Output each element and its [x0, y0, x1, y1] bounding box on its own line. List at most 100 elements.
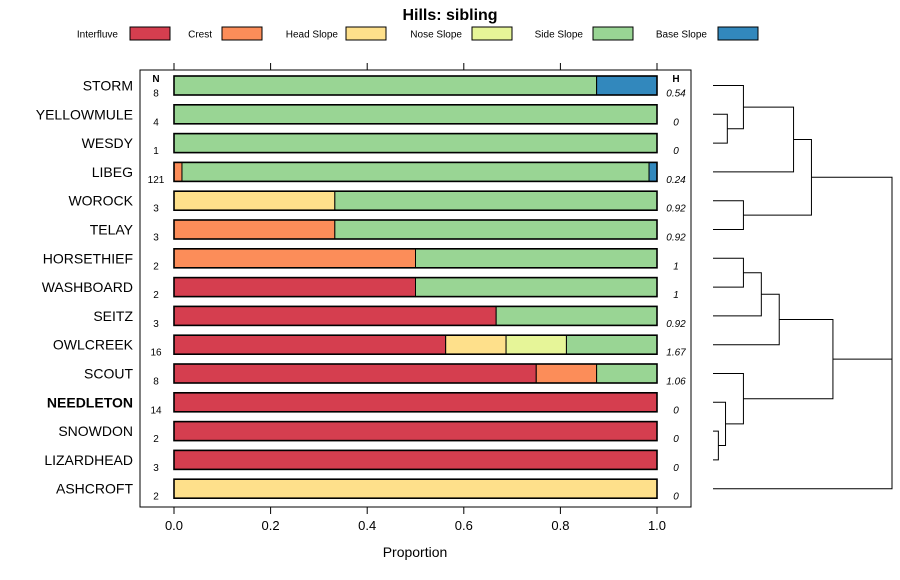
h-value-telay: 0.92 [666, 233, 686, 244]
bar-libeg-crest [173, 161, 183, 182]
n-value-owlcreek: 16 [150, 348, 162, 359]
bar-outline-washboard [173, 276, 658, 298]
legend-label-0: Interfluve [77, 30, 119, 41]
bar-washboard-interfluve [173, 277, 416, 298]
legend-swatch-2 [345, 26, 387, 41]
row-owlcreek: OWLCREEK 16 1.67 [53, 334, 686, 359]
n-value-telay: 3 [153, 233, 159, 244]
row-yellowmule: YELLOWMULE 4 0 [36, 104, 679, 128]
bar-storm-base-slope [596, 75, 658, 96]
bar-outline-storm [173, 75, 658, 96]
row-libeg: LIBEG 121 0.24 [92, 161, 686, 186]
row-ashcroft: ASHCROFT 2 0 [56, 478, 679, 503]
legend-swatch-1 [221, 26, 263, 41]
row-label-snowdon: SNOWDON [58, 423, 133, 439]
bar-telay-crest [173, 219, 336, 240]
row-label-needleton: NEEDLETON [47, 394, 133, 410]
bar-owlcreek-nose-slope [505, 334, 567, 355]
dendrogram-merge-7 [713, 373, 744, 425]
legend-swatch-0 [129, 26, 171, 41]
n-value-scout: 8 [153, 377, 159, 388]
bar-outline-libeg [173, 161, 658, 183]
x-tick-label-0: 0.0 [165, 518, 183, 533]
bar-yellowmule-side-slope [173, 104, 658, 125]
dendrogram-merge-0 [713, 113, 728, 144]
bar-owlcreek-head-slope [445, 334, 507, 355]
h-value-lizardhead: 0 [673, 463, 679, 474]
bar-scout-crest [535, 363, 598, 384]
bar-outline-snowdon [173, 420, 658, 442]
dendrogram [713, 85, 893, 490]
h-value-ashcroft: 0 [673, 492, 679, 503]
n-value-seitz: 3 [153, 319, 159, 330]
dendrogram-merge-12 [811, 176, 893, 360]
h-value-needleton: 0 [673, 405, 679, 416]
n-value-horsethief: 2 [153, 261, 159, 272]
chart-title: Hills: sibling [402, 7, 497, 24]
bar-storm-side-slope [173, 75, 598, 96]
h-value-libeg: 0.24 [666, 175, 686, 186]
row-label-washboard: WASHBOARD [42, 279, 133, 295]
row-label-owlcreek: OWLCREEK [53, 337, 134, 353]
bar-outline-worock [173, 190, 658, 211]
bar-ashcroft-head-slope [173, 478, 658, 499]
bar-scout-interfluve [173, 363, 537, 384]
dendrogram-merge-5 [713, 430, 719, 461]
legend-label-2: Head Slope [286, 30, 339, 41]
dendrogram-merge-11 [743, 319, 834, 400]
legend-swatch-4 [592, 26, 634, 41]
top-axis-ticks [173, 63, 658, 70]
h-value-yellowmule: 0 [673, 117, 679, 128]
n-value-yellowmule: 4 [153, 117, 159, 128]
row-label-lizardhead: LIZARDHEAD [44, 452, 133, 468]
row-label-wesdy: WESDY [82, 135, 134, 151]
legend-label-3: Nose Slope [410, 30, 462, 41]
h-value-wesdy: 0 [673, 146, 679, 157]
row-label-ashcroft: ASHCROFT [56, 481, 133, 497]
bar-seitz-interfluve [173, 305, 497, 326]
bar-owlcreek-side-slope [565, 334, 658, 355]
n-value-washboard: 2 [153, 290, 159, 301]
bar-seitz-side-slope [495, 305, 658, 326]
bar-snowdon-interfluve [173, 421, 658, 442]
dendrogram-merge-3 [713, 106, 795, 173]
n-value-needleton: 14 [150, 405, 162, 416]
h-value-owlcreek: 1.67 [666, 348, 686, 359]
row-label-yellowmule: YELLOWMULE [36, 106, 133, 122]
row-label-scout: SCOUT [84, 366, 133, 382]
bar-outline-scout [173, 363, 658, 384]
x-axis-label: Proportion [383, 544, 448, 560]
plot-panel [139, 69, 692, 508]
row-wesdy: WESDY 1 0 [82, 132, 679, 157]
dendrogram-merge-2 [713, 200, 744, 230]
bar-washboard-side-slope [415, 277, 658, 298]
bar-scout-side-slope [596, 363, 658, 384]
x-tick-label-2: 0.4 [358, 518, 376, 533]
bar-outline-horsethief [173, 248, 658, 269]
bar-lizardhead-interfluve [173, 449, 658, 470]
bar-outline-lizardhead [173, 449, 658, 471]
dendrogram-merge-9 [713, 272, 762, 317]
h-value-scout: 1.06 [666, 377, 686, 388]
row-worock: WOROCK 3 0.92 [68, 190, 686, 215]
bar-outline-owlcreek [173, 334, 658, 356]
row-seitz: SEITZ 3 0.92 [93, 305, 686, 330]
bar-libeg-side-slope [181, 161, 650, 182]
bar-outline-seitz [173, 305, 658, 327]
legend-label-5: Base Slope [656, 30, 708, 41]
n-value-libeg: 121 [148, 175, 165, 186]
row-washboard: WASHBOARD 2 1 [42, 276, 679, 301]
h-value-seitz: 0.92 [666, 319, 686, 330]
dendrogram-merge-1 [713, 85, 744, 130]
n-value-storm: 8 [153, 89, 159, 100]
h-column-header: H [672, 74, 679, 85]
bar-horsethief-crest [173, 248, 416, 269]
h-value-horsethief: 1 [673, 261, 679, 272]
x-tick-label-4: 0.8 [551, 518, 569, 533]
dendrogram-merge-4 [743, 139, 812, 216]
x-axis: 0.0 0.2 0.4 0.6 0.8 1.0 [165, 507, 666, 533]
x-tick-label-1: 0.2 [262, 518, 280, 533]
bar-horsethief-side-slope [415, 248, 658, 269]
bar-worock-side-slope [334, 190, 658, 211]
